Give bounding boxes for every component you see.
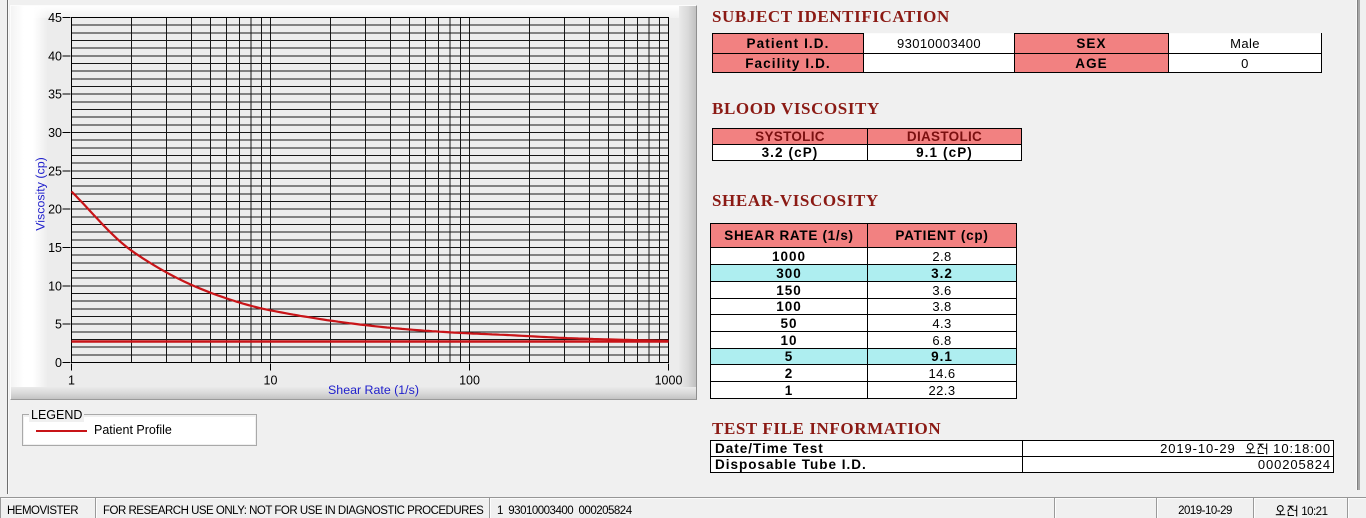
svg-text:10: 10	[264, 374, 278, 388]
svg-text:5: 5	[55, 318, 62, 332]
svg-text:40: 40	[48, 49, 62, 63]
svg-text:30: 30	[48, 126, 62, 140]
svg-text:15: 15	[48, 241, 62, 255]
svg-text:20: 20	[48, 203, 62, 217]
svg-text:35: 35	[48, 88, 62, 102]
svg-text:0: 0	[55, 356, 62, 370]
svg-text:100: 100	[459, 374, 480, 388]
svg-text:1000: 1000	[655, 374, 683, 388]
svg-text:45: 45	[48, 11, 62, 25]
svg-text:10: 10	[48, 279, 62, 293]
svg-text:1: 1	[68, 374, 75, 388]
svg-text:Viscosity (cp): Viscosity (cp)	[34, 157, 48, 230]
svg-text:Shear Rate (1/s): Shear Rate (1/s)	[328, 383, 419, 397]
svg-text:25: 25	[48, 164, 62, 178]
